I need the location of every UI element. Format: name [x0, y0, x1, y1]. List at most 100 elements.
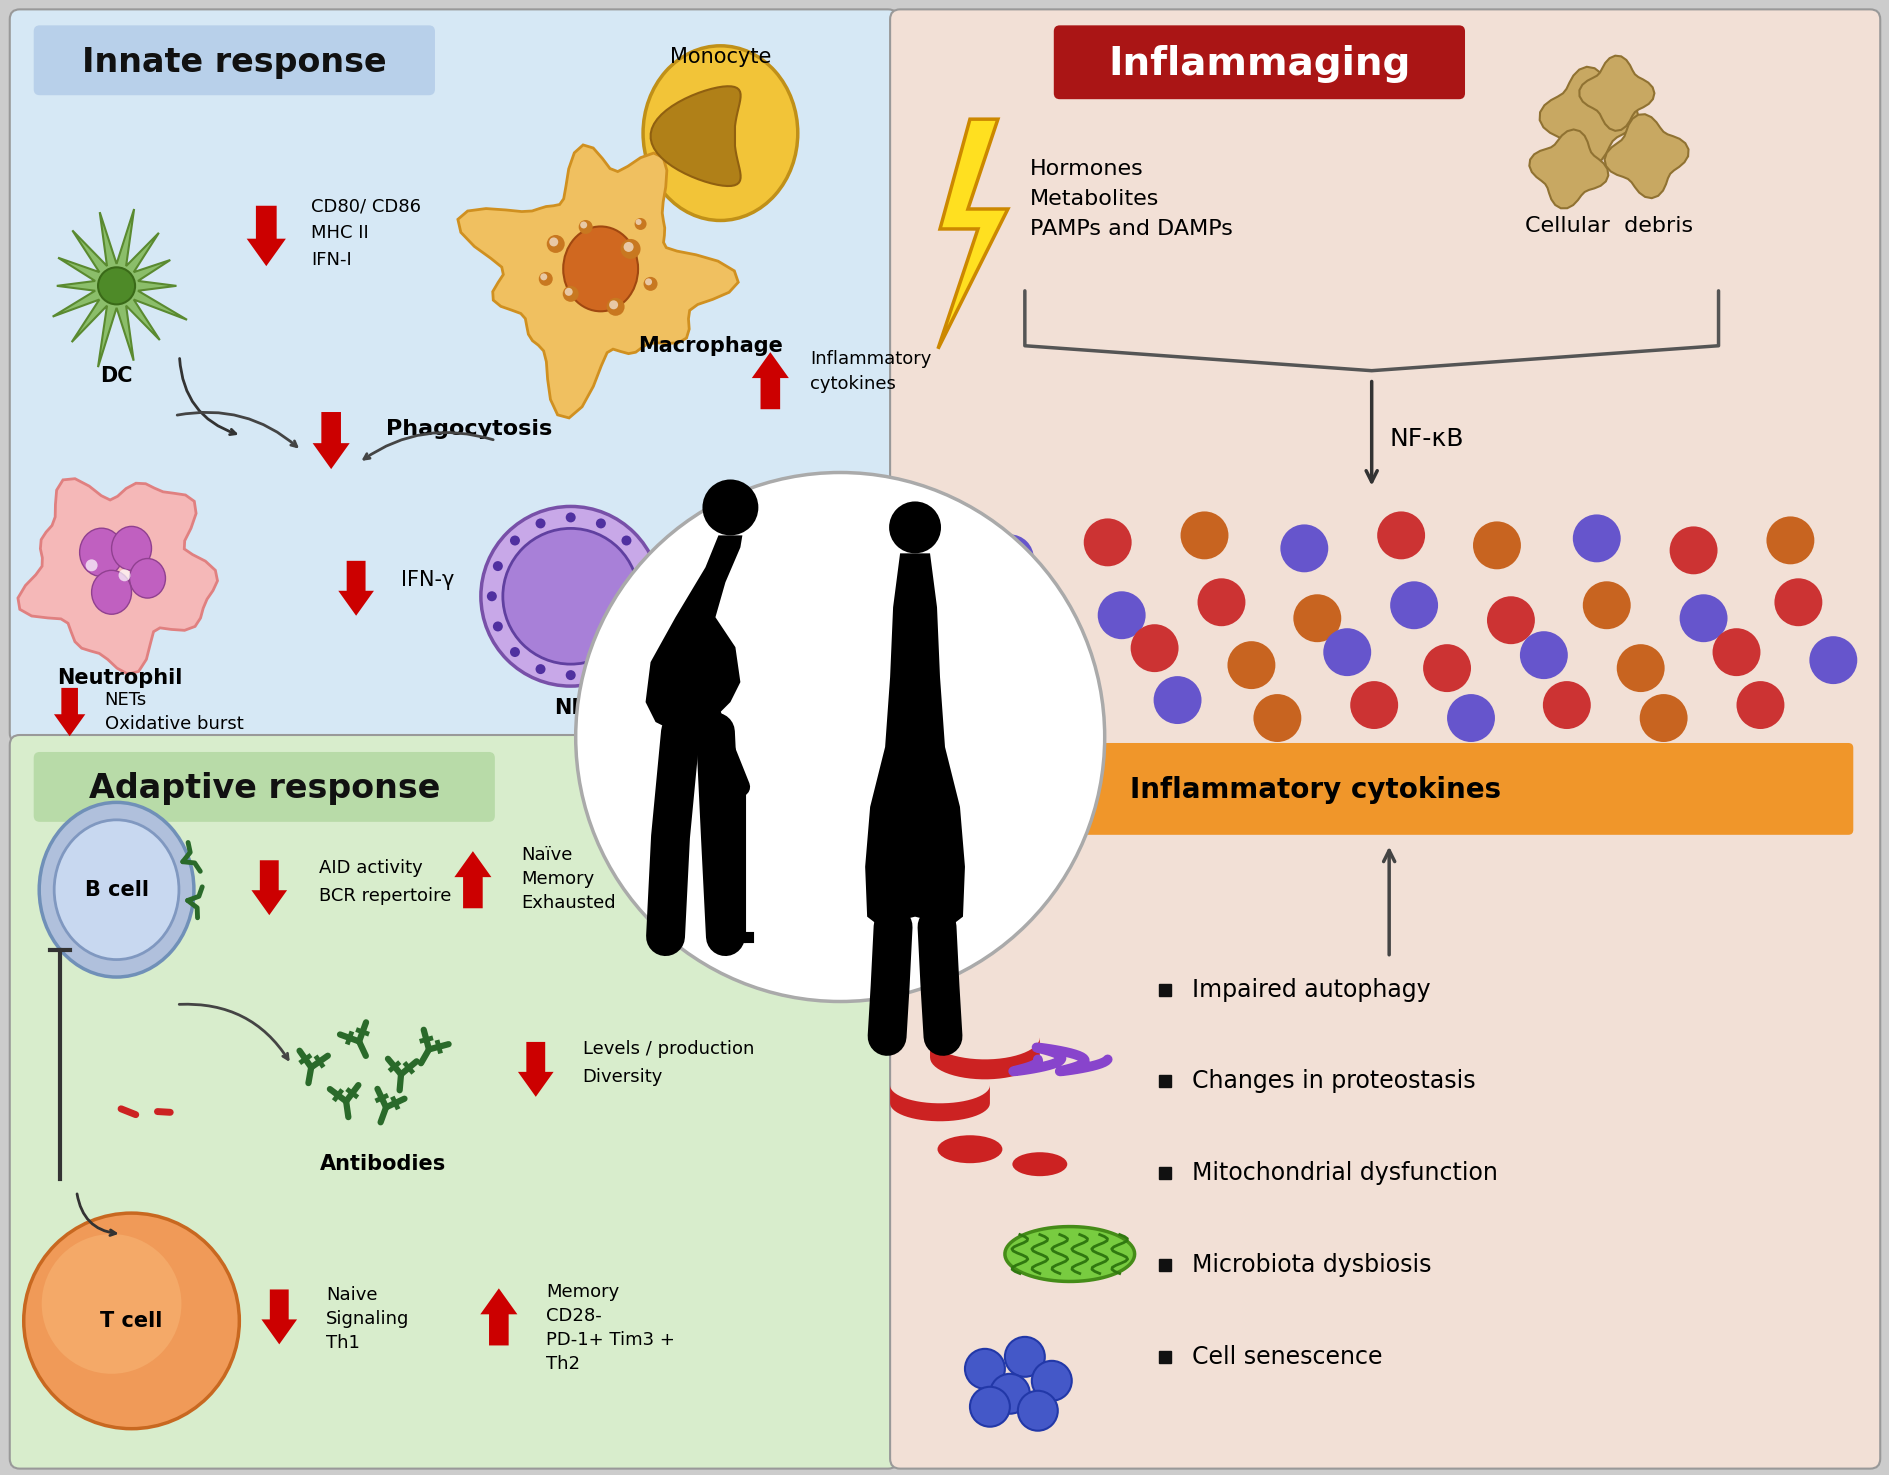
Text: Monocyte: Monocyte: [669, 47, 771, 68]
Text: Impaired autophagy: Impaired autophagy: [1190, 978, 1430, 1002]
Circle shape: [1487, 596, 1534, 645]
Circle shape: [703, 479, 757, 535]
Text: IFN-γ: IFN-γ: [400, 571, 453, 590]
Circle shape: [621, 648, 631, 656]
Circle shape: [576, 472, 1103, 1002]
Text: CD80/ CD86: CD80/ CD86: [312, 198, 421, 215]
Circle shape: [98, 267, 134, 304]
FancyBboxPatch shape: [34, 25, 434, 96]
Circle shape: [986, 534, 1033, 583]
Circle shape: [644, 277, 657, 291]
Text: PAMPs and DAMPs: PAMPs and DAMPs: [1030, 218, 1232, 239]
Text: Oxidative burst: Oxidative burst: [104, 715, 244, 733]
Circle shape: [1252, 695, 1302, 742]
FancyBboxPatch shape: [9, 9, 897, 743]
Circle shape: [1390, 581, 1438, 630]
Polygon shape: [453, 851, 491, 909]
Text: Neutrophil: Neutrophil: [57, 668, 181, 689]
FancyBboxPatch shape: [9, 735, 897, 1469]
Circle shape: [1031, 1361, 1071, 1401]
Text: Macrophage: Macrophage: [638, 336, 782, 355]
Circle shape: [42, 1235, 181, 1373]
FancyBboxPatch shape: [34, 752, 495, 822]
Polygon shape: [312, 412, 349, 469]
Text: Microbiota dysbiosis: Microbiota dysbiosis: [1190, 1252, 1430, 1277]
Text: Inflammaging: Inflammaging: [1107, 46, 1409, 83]
Circle shape: [1322, 628, 1371, 676]
Polygon shape: [338, 560, 374, 615]
Circle shape: [502, 528, 638, 664]
Text: Inflammatory cytokines: Inflammatory cytokines: [1130, 776, 1500, 804]
Circle shape: [606, 298, 623, 316]
Text: CD28-: CD28-: [546, 1307, 601, 1325]
Text: T cell: T cell: [100, 1311, 162, 1330]
Circle shape: [1279, 525, 1328, 572]
Ellipse shape: [1013, 1152, 1067, 1176]
Polygon shape: [1005, 1227, 1133, 1282]
Circle shape: [1005, 1336, 1045, 1376]
Ellipse shape: [130, 559, 166, 597]
Circle shape: [550, 237, 557, 246]
Polygon shape: [55, 687, 85, 736]
Circle shape: [1082, 518, 1132, 566]
Text: Exhausted: Exhausted: [521, 894, 616, 912]
Text: Memory: Memory: [521, 870, 593, 888]
Circle shape: [644, 591, 654, 602]
Circle shape: [1377, 512, 1424, 559]
Polygon shape: [247, 205, 285, 266]
Circle shape: [1808, 636, 1857, 684]
Circle shape: [1774, 578, 1821, 627]
Circle shape: [638, 560, 648, 571]
Text: Antibodies: Antibodies: [319, 1155, 446, 1174]
Circle shape: [1541, 681, 1591, 729]
Polygon shape: [457, 145, 739, 417]
Text: Phagocytosis: Phagocytosis: [385, 419, 552, 438]
Text: PD-1+ Tim3 +: PD-1+ Tim3 +: [546, 1330, 674, 1348]
Circle shape: [644, 279, 652, 285]
Polygon shape: [518, 1041, 553, 1097]
Circle shape: [25, 1212, 240, 1429]
Text: DC: DC: [100, 366, 132, 385]
Circle shape: [1018, 1391, 1058, 1431]
Text: Changes in proteostasis: Changes in proteostasis: [1190, 1069, 1475, 1093]
Circle shape: [1472, 521, 1521, 569]
Circle shape: [480, 506, 659, 686]
Circle shape: [510, 535, 519, 546]
Ellipse shape: [642, 46, 797, 220]
Circle shape: [635, 218, 640, 226]
Circle shape: [1130, 624, 1179, 673]
Circle shape: [85, 559, 98, 571]
Circle shape: [1198, 578, 1245, 627]
Ellipse shape: [91, 571, 132, 614]
Text: Innate response: Innate response: [81, 46, 387, 78]
Circle shape: [638, 621, 648, 631]
Polygon shape: [1528, 130, 1608, 208]
Circle shape: [535, 664, 546, 674]
Circle shape: [969, 1386, 1009, 1426]
Polygon shape: [650, 86, 740, 186]
Text: Cell senescence: Cell senescence: [1190, 1345, 1381, 1369]
Polygon shape: [646, 535, 742, 732]
Text: Signaling: Signaling: [327, 1310, 410, 1328]
Circle shape: [565, 670, 576, 680]
Text: Adaptive response: Adaptive response: [89, 773, 440, 805]
Text: cytokines: cytokines: [810, 375, 895, 392]
Polygon shape: [865, 553, 965, 926]
Circle shape: [1668, 527, 1717, 574]
Polygon shape: [1579, 56, 1653, 131]
Text: Cellular  debris: Cellular debris: [1524, 215, 1693, 236]
Circle shape: [1349, 681, 1398, 729]
Polygon shape: [1047, 764, 1081, 816]
Text: Metabolites: Metabolites: [1030, 189, 1158, 209]
Ellipse shape: [40, 802, 195, 976]
Circle shape: [1226, 642, 1275, 689]
Circle shape: [635, 218, 646, 230]
Text: Diversity: Diversity: [582, 1068, 663, 1087]
Circle shape: [580, 221, 587, 229]
Circle shape: [510, 648, 519, 656]
FancyBboxPatch shape: [1054, 25, 1464, 99]
Circle shape: [546, 235, 565, 252]
FancyBboxPatch shape: [890, 9, 1880, 1469]
Circle shape: [621, 535, 631, 546]
Circle shape: [1711, 628, 1759, 676]
